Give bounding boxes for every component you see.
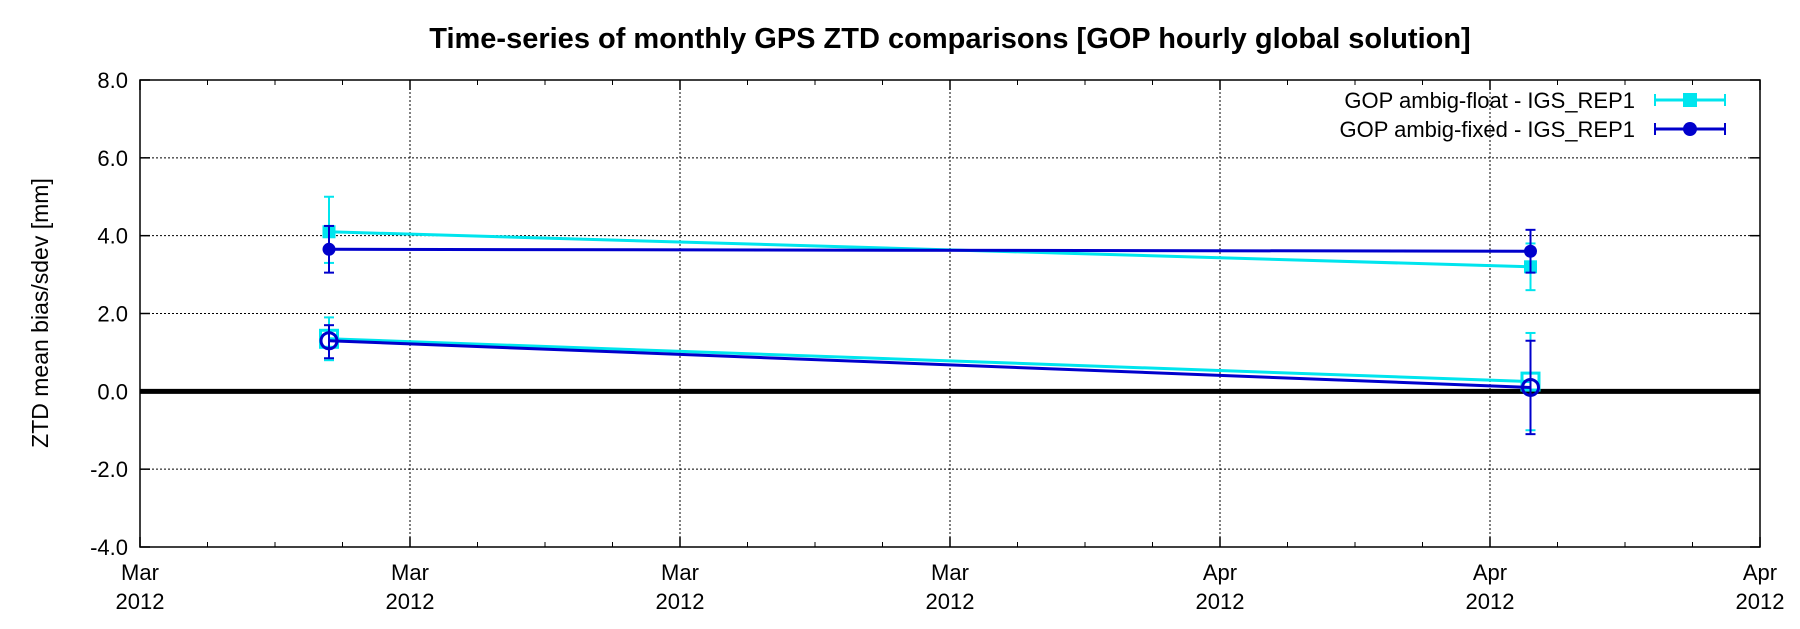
axis-ticks: -4.0 -2.0 0.0 2.0 4.0 6.0 8.0 Mar 2012 Mar 2012 Mar… <box>90 68 1784 614</box>
y-tick-label: 2.0 <box>97 302 128 327</box>
data-point-circle <box>1524 244 1537 258</box>
series-fixed <box>319 224 1540 436</box>
x-tick-label-month: Apr <box>1473 560 1507 585</box>
x-tick-label-month: Apr <box>1203 560 1237 585</box>
series-line-bias <box>328 339 1531 389</box>
y-tick-label: 0.0 <box>97 379 128 404</box>
x-tick-label-year: 2012 <box>386 589 435 614</box>
legend-marker-circle <box>1683 122 1697 136</box>
series-line-bias <box>328 337 1531 384</box>
x-tick-label-month: Apr <box>1743 560 1777 585</box>
legend-label: GOP ambig-fixed - IGS_REP1 <box>1340 117 1636 142</box>
series-layer <box>319 195 1541 436</box>
x-tick-label-month: Mar <box>121 560 159 585</box>
legend-label: GOP ambig-float - IGS_REP1 <box>1344 88 1635 113</box>
y-tick-label: -4.0 <box>90 535 128 560</box>
y-tick-label: 4.0 <box>97 224 128 249</box>
y-tick-label: 8.0 <box>97 68 128 93</box>
legend: GOP ambig-float - IGS_REP1 GOP ambig-fixe… <box>1340 88 1726 142</box>
chart-title: Time-series of monthly GPS ZTD compariso… <box>429 23 1470 55</box>
x-tick-label-year: 2012 <box>1466 589 1515 614</box>
y-tick-label: 6.0 <box>97 146 128 171</box>
x-tick-label-month: Mar <box>931 560 969 585</box>
x-tick-label-year: 2012 <box>1736 589 1785 614</box>
y-tick-label: -2.0 <box>90 457 128 482</box>
x-tick-label-year: 2012 <box>116 589 165 614</box>
y-axis-label: ZTD mean bias/sdev [mm] <box>27 178 53 448</box>
x-tick-label-year: 2012 <box>1196 589 1245 614</box>
x-tick-label-month: Mar <box>391 560 429 585</box>
legend-marker-square <box>1683 93 1697 107</box>
data-point-circle <box>322 242 336 256</box>
data-point-circle-open <box>1521 377 1540 397</box>
grid <box>140 80 1760 547</box>
x-tick-label-year: 2012 <box>656 589 705 614</box>
series-line-sdev <box>328 247 1531 253</box>
x-tick-label-month: Mar <box>661 560 699 585</box>
data-point-circle-open <box>319 331 339 351</box>
x-tick-label-year: 2012 <box>926 589 975 614</box>
